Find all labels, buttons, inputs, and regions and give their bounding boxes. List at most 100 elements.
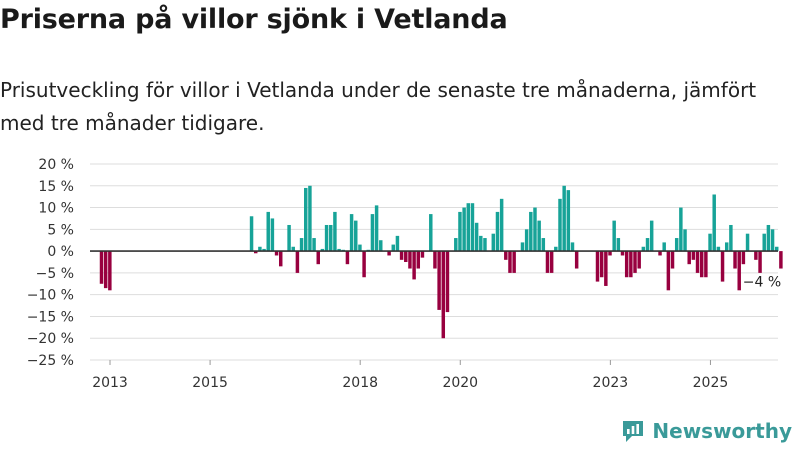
bar bbox=[99, 251, 104, 284]
x-tick-label: 2023 bbox=[593, 375, 629, 391]
bar bbox=[670, 251, 675, 269]
bar bbox=[720, 251, 725, 282]
bar bbox=[499, 198, 504, 252]
bar bbox=[333, 211, 337, 252]
x-tick-label: 2013 bbox=[92, 375, 128, 391]
bar bbox=[491, 233, 496, 252]
bar bbox=[320, 248, 325, 252]
x-tick-label: 2018 bbox=[342, 375, 378, 391]
y-tick-label: −25 % bbox=[27, 353, 74, 369]
bar bbox=[658, 251, 662, 256]
bar bbox=[716, 246, 721, 252]
bar bbox=[391, 244, 396, 252]
bar bbox=[337, 248, 341, 252]
newsworthy-logo[interactable]: Newsworthy bbox=[620, 418, 792, 444]
bar bbox=[408, 251, 412, 269]
bar bbox=[533, 207, 537, 252]
bar bbox=[358, 244, 362, 252]
bar bbox=[554, 246, 558, 252]
x-tick-label: 2015 bbox=[192, 375, 228, 391]
bar bbox=[687, 251, 691, 265]
bar bbox=[495, 211, 500, 252]
chart-title: Priserna på villor sjönk i Vetlanda bbox=[0, 4, 508, 35]
bar bbox=[458, 211, 462, 252]
bar bbox=[274, 251, 279, 256]
bar bbox=[404, 251, 408, 262]
bar bbox=[304, 187, 308, 252]
axis-layer: 20 % 15 % 10 % 5 % 0 % −5 % −10 % −15 % −20 % −25… bbox=[27, 157, 781, 391]
bar bbox=[562, 185, 566, 252]
bar bbox=[599, 251, 604, 278]
bar bbox=[466, 203, 471, 252]
bar bbox=[629, 251, 633, 278]
bar bbox=[270, 218, 275, 252]
bar bbox=[566, 190, 571, 252]
bar bbox=[608, 251, 612, 256]
bar bbox=[316, 251, 320, 265]
bar bbox=[666, 251, 671, 291]
bar bbox=[103, 251, 108, 289]
bar bbox=[362, 251, 366, 278]
y-tick-label: 5 % bbox=[47, 222, 74, 238]
bar bbox=[416, 251, 421, 269]
bar bbox=[549, 251, 554, 273]
bar bbox=[541, 238, 546, 252]
bar bbox=[770, 229, 775, 252]
bar bbox=[691, 251, 696, 260]
bar bbox=[308, 185, 312, 252]
bar bbox=[253, 251, 258, 254]
bar bbox=[612, 220, 616, 252]
bar bbox=[258, 246, 262, 252]
bar bbox=[729, 224, 733, 252]
bar bbox=[662, 242, 666, 252]
grid-layer bbox=[90, 163, 778, 361]
bar bbox=[679, 207, 683, 252]
bar bbox=[649, 220, 654, 252]
bar-chart: 20 % 15 % 10 % 5 % 0 % −5 % −10 % −15 % −20 % −25… bbox=[27, 157, 783, 391]
bar bbox=[604, 251, 608, 286]
bar bbox=[683, 229, 687, 252]
bar bbox=[249, 216, 254, 252]
bar bbox=[399, 251, 404, 260]
y-tick-label: −5 % bbox=[36, 266, 74, 282]
bar bbox=[704, 251, 708, 278]
bar bbox=[279, 251, 283, 267]
bar bbox=[291, 246, 295, 252]
bar bbox=[437, 251, 441, 310]
bar bbox=[379, 240, 383, 252]
x-tick-label: 2025 bbox=[693, 375, 729, 391]
bar bbox=[674, 238, 679, 252]
bar bbox=[645, 238, 650, 252]
bar bbox=[699, 251, 704, 278]
bar bbox=[754, 251, 758, 260]
bar bbox=[354, 220, 358, 252]
bar bbox=[324, 224, 329, 252]
bar bbox=[387, 251, 391, 256]
bar bbox=[641, 246, 646, 252]
bar bbox=[779, 251, 783, 269]
bar bbox=[570, 242, 575, 252]
bar bbox=[637, 251, 641, 269]
y-tick-label: −10 % bbox=[27, 288, 74, 304]
y-tick-label: 15 % bbox=[38, 179, 74, 195]
bar bbox=[616, 238, 621, 252]
bar bbox=[595, 251, 600, 282]
bar bbox=[745, 233, 750, 252]
latest-value-label: −4 % bbox=[743, 275, 781, 291]
bar bbox=[108, 251, 112, 291]
y-tick-label: 0 % bbox=[47, 244, 74, 260]
bar bbox=[429, 214, 433, 252]
bar bbox=[295, 251, 300, 273]
bar bbox=[287, 224, 291, 252]
newsworthy-logo-icon bbox=[623, 421, 644, 442]
bar bbox=[766, 224, 771, 252]
bar bbox=[462, 207, 466, 252]
bar bbox=[470, 203, 475, 252]
bar-layer bbox=[99, 185, 783, 339]
bar bbox=[695, 251, 700, 273]
bar bbox=[624, 251, 629, 278]
bar bbox=[454, 238, 458, 252]
bar bbox=[758, 251, 762, 273]
bar bbox=[483, 238, 487, 252]
bar bbox=[524, 229, 529, 252]
